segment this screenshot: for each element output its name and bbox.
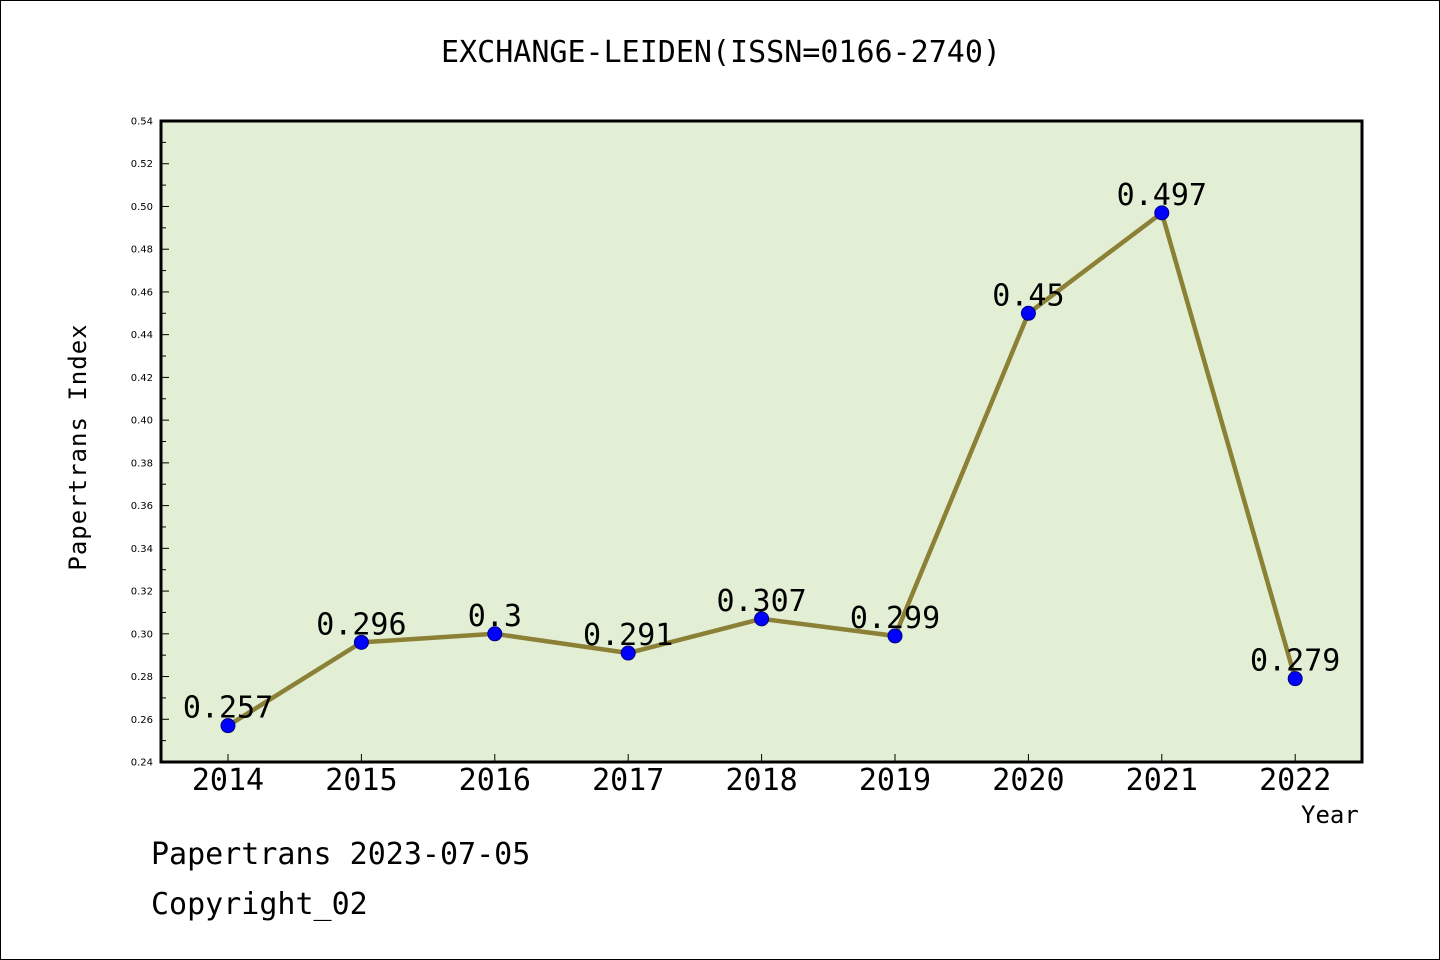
y-tick-label: 0.34 [131, 544, 153, 555]
y-tick-label: 0.26 [131, 715, 153, 726]
y-tick-label: 0.48 [131, 245, 153, 256]
data-label: 0.307 [716, 584, 806, 619]
x-tick-label: 2021 [1126, 763, 1198, 798]
y-tick-label: 0.28 [131, 672, 153, 683]
data-label: 0.257 [183, 691, 273, 726]
data-label: 0.279 [1250, 644, 1340, 679]
footer-date: Papertrans 2023-07-05 [151, 837, 531, 872]
footer-copyright: Copyright_02 [151, 887, 368, 922]
data-label: 0.45 [992, 278, 1064, 313]
data-point [620, 645, 636, 661]
y-axis-label: Papertrans Index [64, 323, 92, 571]
data-label: 0.299 [850, 601, 940, 636]
x-tick-label: 2020 [992, 763, 1064, 798]
x-tick-label: 2018 [725, 763, 797, 798]
chart-title: EXCHANGE-LEIDEN(ISSN=0166-2740) [441, 35, 1001, 70]
y-tick-label: 0.50 [131, 202, 153, 213]
y-tick-label: 0.42 [131, 373, 153, 384]
data-label: 0.497 [1117, 178, 1207, 213]
data-label: 0.3 [468, 599, 522, 634]
y-tick-label: 0.32 [131, 587, 153, 598]
data-label: 0.296 [316, 607, 406, 642]
x-axis-label: Year [1301, 801, 1359, 829]
plot-border [159, 119, 1364, 764]
data-label: 0.291 [583, 618, 673, 653]
x-tick-label: 2017 [592, 763, 664, 798]
x-tick-label: 2015 [325, 763, 397, 798]
x-tick-label: 2022 [1259, 763, 1331, 798]
x-tick-label: 2016 [459, 763, 531, 798]
data-point [487, 626, 503, 642]
plot-area [161, 121, 1362, 762]
y-tick-label: 0.38 [131, 458, 153, 469]
data-point [1287, 671, 1303, 687]
data-point [220, 718, 236, 734]
data-point [1020, 305, 1036, 321]
y-tick-label: 0.36 [131, 501, 153, 512]
y-tick-label: 0.54 [131, 117, 153, 128]
y-tick-label: 0.40 [131, 416, 153, 427]
x-tick-label: 2014 [192, 763, 264, 798]
y-tick-label: 0.30 [131, 629, 153, 640]
data-point [754, 611, 770, 627]
y-tick-label: 0.52 [131, 159, 153, 170]
data-point [1154, 205, 1170, 221]
y-tick-label: 0.24 [131, 758, 153, 769]
y-tick-label: 0.44 [131, 330, 153, 341]
data-point [887, 628, 903, 644]
y-tick-label: 0.46 [131, 287, 153, 298]
data-point [353, 634, 369, 650]
x-tick-label: 2019 [859, 763, 931, 798]
